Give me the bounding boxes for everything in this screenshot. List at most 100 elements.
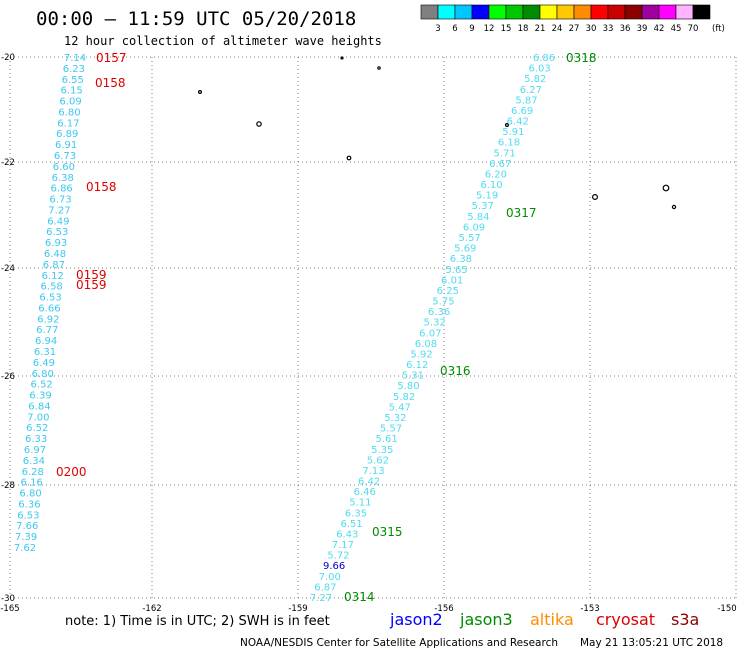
wave-height-value: 6.39 (29, 391, 51, 402)
wave-height-value: 6.77 (36, 325, 58, 336)
wave-height-value: 6.93 (45, 238, 67, 249)
wave-height-value: 6.80 (19, 489, 41, 500)
mission-label-altika: altika (530, 610, 574, 629)
wave-height-value: 6.73 (49, 195, 71, 206)
legend-swatch (658, 4, 677, 20)
wave-height-value: 5.72 (327, 551, 349, 562)
wave-height-value: 6.53 (46, 227, 68, 238)
mission-label-jason3: jason3 (459, 610, 513, 629)
longitude-label: -159 (288, 604, 307, 614)
wave-height-value: 6.87 (314, 582, 336, 593)
wave-height-value: 7.14 (64, 53, 86, 64)
pass-time-east: 0318 (566, 51, 597, 65)
wave-height-value: 7.62 (14, 543, 36, 554)
pass-time-east: 0316 (440, 364, 471, 378)
wave-height-value: 7.13 (362, 466, 384, 477)
pass-time-west: 0158 (86, 180, 117, 194)
map-subtitle: 12 hour collection of altimeter wave hei… (64, 34, 382, 48)
wave-height-value: 6.49 (33, 358, 55, 369)
wave-height-value: 7.27 (310, 593, 332, 604)
latitude-label: -20 (1, 53, 15, 63)
wave-height-value: 6.58 (41, 282, 63, 293)
footer: note: 1) Time is in UTC; 2) SWH is in fe… (65, 610, 723, 649)
legend-swatch (573, 4, 592, 20)
latitude-label: -30 (1, 594, 15, 604)
island-marker (591, 194, 598, 201)
legend-swatch (420, 4, 439, 20)
legend-label: 33 (603, 24, 614, 34)
credit-text: NOAA/NESDIS Center for Satellite Applica… (240, 637, 558, 649)
wave-height-value: 5.84 (467, 212, 489, 223)
wave-height-value: 5.35 (371, 445, 393, 456)
latitude-label: -26 (1, 372, 15, 382)
map-grid: -20 -22 -24 -26 -28 -30-165 -162 -159 -156 -153 -1… (0, 53, 736, 614)
pass-time-west: 0157 (96, 51, 127, 65)
legend-label: 6 (452, 24, 457, 34)
pass-time-east: 0314 (344, 590, 375, 604)
legend-swatch (454, 4, 473, 20)
wave-height-value: 6.08 (415, 339, 437, 350)
wave-height-value: 5.65 (445, 265, 467, 276)
wave-height-value: 6.31 (34, 347, 56, 358)
legend-swatch (624, 4, 643, 20)
timestamp-text: May 21 13:05:21 UTC 2018 (580, 637, 723, 649)
legend-label: 12 (484, 24, 495, 34)
wave-height-value: 7.00 (27, 412, 49, 423)
legend-swatch (539, 4, 558, 20)
wave-height-value: 5.61 (375, 434, 397, 445)
pass-time-west: 0158 (95, 76, 126, 90)
wave-height-value: 6.60 (53, 162, 75, 173)
wave-height-value: 6.33 (25, 434, 47, 445)
wave-height-value: 6.46 (354, 487, 376, 498)
wave-height-value: 6.84 (28, 401, 50, 412)
wave-height-value: 5.11 (349, 498, 371, 509)
legend-swatch (437, 4, 456, 20)
legend-label: 36 (620, 24, 631, 34)
legend-swatch (641, 4, 660, 20)
wave-height-value: 5.57 (459, 233, 481, 244)
legend-label: 24 (552, 24, 563, 34)
wave-height-value: 6.53 (39, 293, 61, 304)
wave-height-value: 6.80 (32, 369, 54, 380)
wave-height-value: 7.39 (15, 532, 37, 543)
east-track: 6.866.035.826.275.876.696.425.916.185.71… (310, 53, 555, 604)
wave-height-value: 6.89 (56, 129, 78, 140)
wave-height-value: 6.17 (57, 118, 79, 129)
wave-height-value: 6.09 (463, 222, 485, 233)
wave-height-value: 6.55 (62, 75, 84, 86)
longitude-label: -153 (580, 604, 599, 614)
wave-height-value: 6.15 (61, 86, 83, 97)
wave-height-value: 5.47 (389, 402, 411, 413)
wave-height-value: 6.38 (52, 173, 74, 184)
pass-time-east: 0317 (506, 206, 537, 220)
wave-height-value: 6.43 (336, 529, 358, 540)
mission-legend: jason2 jason3 altika cryosat s3a (389, 610, 699, 629)
wave-height-value: 6.67 (489, 159, 511, 170)
longitude-label: -162 (142, 604, 161, 614)
wave-height-value: 6.38 (450, 254, 472, 265)
wave-height-value: 7.27 (48, 205, 70, 216)
legend-swatch (505, 4, 524, 20)
wave-height-value: 6.91 (55, 140, 77, 151)
wave-height-value: 6.42 (358, 477, 380, 488)
legend-label: 15 (501, 24, 512, 34)
island-markers (198, 56, 677, 210)
wave-height-value: 6.01 (441, 275, 463, 286)
legend-label: 45 (671, 24, 682, 34)
wave-height-value: 7.00 (319, 572, 341, 583)
wave-height-value: 6.51 (340, 519, 362, 530)
wave-height-value: 7.66 (16, 521, 38, 532)
wave-height-value: 5.75 (432, 297, 454, 308)
island-marker (198, 89, 203, 94)
wave-height-value: 5.82 (393, 392, 415, 403)
island-marker (505, 122, 510, 127)
wave-height-value: 5.57 (380, 424, 402, 435)
wave-height-value: 6.92 (37, 314, 59, 325)
pass-time-west: 0159 (76, 278, 107, 292)
pass-time-east: 0315 (372, 525, 403, 539)
wave-height-value: 6.52 (26, 423, 48, 434)
wave-height-value: 6.09 (59, 97, 81, 108)
legend-unit: (ft) (712, 24, 725, 34)
island-marker (662, 184, 670, 192)
